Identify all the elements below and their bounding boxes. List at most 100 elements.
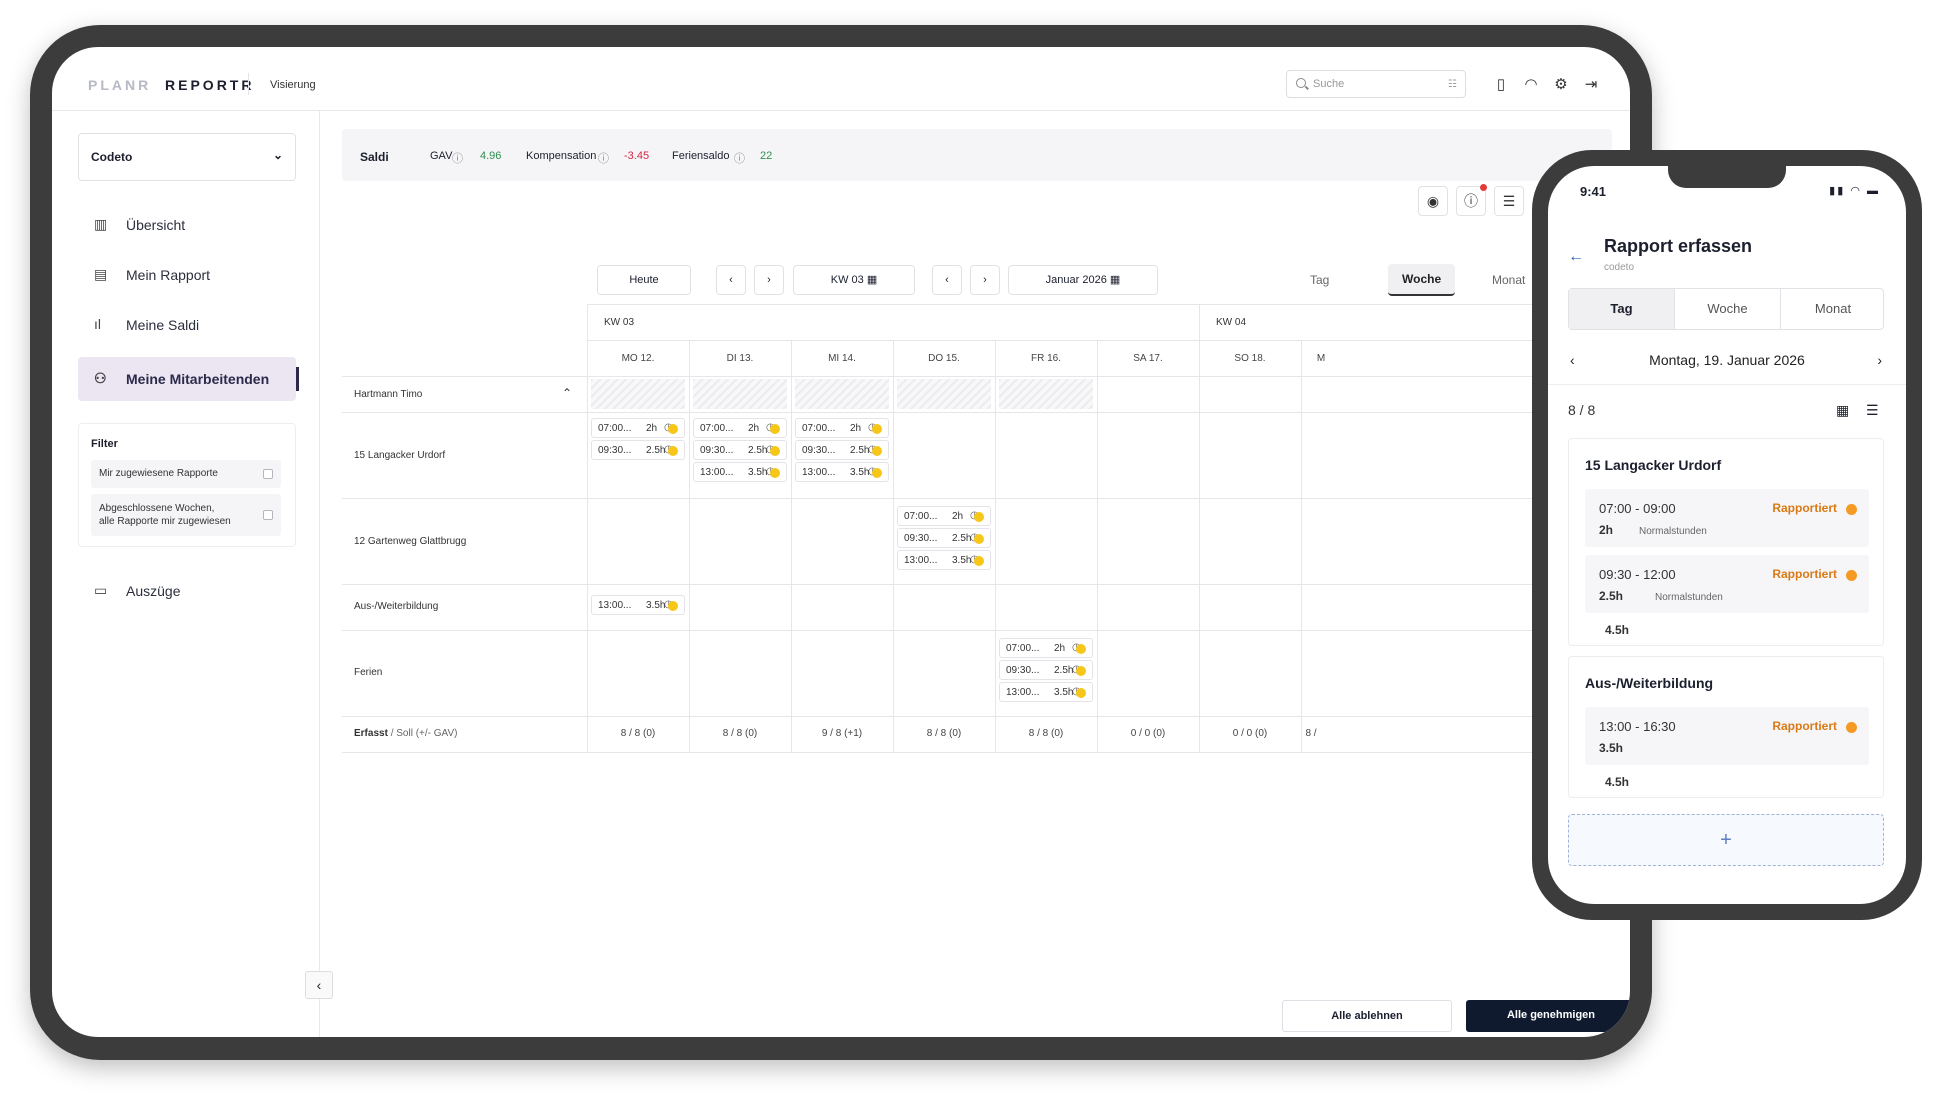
grid-border [893, 340, 894, 752]
view-tab-month[interactable]: Monat [1492, 273, 1526, 287]
phone-title: Rapport erfassen [1604, 236, 1753, 256]
entry-card[interactable]: 09:30 - 12:00 Rapportiert 2.5h Normalstu… [1585, 555, 1869, 613]
collapse-sidebar-button[interactable]: ‹ [305, 971, 333, 999]
day-header: DO 15. [928, 353, 960, 364]
compensation-value: -3.45 [624, 150, 650, 162]
info-icon[interactable]: ⓘ [734, 153, 745, 165]
entry-chip[interactable]: 09:30...2.5h◷ [693, 440, 787, 460]
sidebar: Codeto ⌄ ▥ Übersicht ▤ Mein Rapport ıl Mein… [52, 111, 320, 1037]
status-dot [1846, 570, 1857, 581]
day-header: MI 14. [828, 353, 856, 364]
status-dot [668, 424, 678, 434]
status-dot [668, 446, 678, 456]
search-placeholder: Suche [1313, 78, 1345, 90]
list-icon[interactable]: ☰ [1494, 186, 1524, 216]
search-input[interactable]: Suche ☷ [1286, 70, 1466, 98]
phone-screen: 9:41 ▮▮ ◠ ▬ ← Rapport erfassen codeto Ta… [1548, 166, 1906, 904]
entry-chip[interactable]: 09:30...2.5h◷ [897, 528, 991, 548]
grid-view-icon[interactable]: ▦ [1836, 402, 1850, 418]
status-dot [668, 601, 678, 611]
card-total: 4.5h [1605, 623, 1630, 637]
card-total: 4.5h [1605, 775, 1630, 789]
entry-chip[interactable]: 07:00...2h◷ [693, 418, 787, 438]
sidebar-item-overview[interactable]: ▥ Übersicht [94, 216, 186, 233]
gear-icon[interactable]: ⚙ [1554, 76, 1568, 93]
day-header: FR 16. [1030, 353, 1061, 364]
company-select[interactable]: Codeto ⌄ [78, 133, 296, 181]
entry-chip[interactable]: 09:30...2.5h◷ [999, 660, 1093, 680]
back-arrow-icon[interactable]: ← [1568, 248, 1584, 265]
entry-chip[interactable]: 13:00...3.5h◷ [795, 462, 889, 482]
list-view-icon[interactable]: ☰ [1866, 402, 1879, 418]
status-dot [872, 424, 882, 434]
grid-border [689, 340, 690, 752]
bell-icon[interactable]: ◠ [1524, 76, 1538, 93]
book-icon[interactable]: ▯ [1496, 76, 1506, 93]
phone-tab-week[interactable]: Woche [1675, 289, 1781, 329]
entry-chip[interactable]: 13:00...3.5h◷ [897, 550, 991, 570]
next-day-button[interactable]: › [1877, 352, 1882, 368]
phone-tab-day[interactable]: Tag [1569, 289, 1675, 329]
approve-all-button[interactable]: Alle genehmigen [1466, 1000, 1630, 1032]
grid-border [995, 340, 996, 752]
logout-icon[interactable]: ⇥ [1584, 76, 1598, 93]
status-dot [974, 512, 984, 522]
status-dot [1076, 644, 1086, 654]
entry-chip[interactable]: 07:00...2h◷ [999, 638, 1093, 658]
chevron-up-icon[interactable]: ⌃ [562, 386, 573, 400]
balances-bar: Saldi GAV ⓘ 4.96 Kompensation ⓘ -3.45 Fe… [342, 129, 1612, 181]
status-dot [872, 468, 882, 478]
alert-icon[interactable]: ⓘ [1456, 184, 1487, 216]
vacation-label: Feriensaldo [672, 150, 730, 162]
entry-card[interactable]: 13:00 - 16:30 Rapportiert 3.5h [1585, 707, 1869, 765]
balances-title: Saldi [360, 150, 389, 164]
today-button[interactable]: Heute [597, 265, 691, 295]
info-icon[interactable]: ⓘ [598, 153, 609, 165]
sidebar-item-my-employees[interactable]: ⚇ Meine Mitarbeitenden [78, 357, 299, 401]
checkbox[interactable] [263, 510, 273, 520]
entry-chip[interactable]: 13:00...3.5h◷ [693, 462, 787, 482]
bars-icon: ıl [94, 316, 101, 332]
sidebar-item-extracts[interactable]: ▭ Auszüge [94, 582, 181, 599]
sidebar-item-my-report[interactable]: ▤ Mein Rapport [94, 266, 211, 283]
hatch-cell [693, 379, 787, 409]
phone-tab-month[interactable]: Monat [1814, 301, 1852, 316]
reject-all-button[interactable]: Alle ablehnen [1282, 1000, 1452, 1032]
sidebar-item-my-balances[interactable]: ıl Meine Saldi [94, 316, 200, 333]
filter-option-closed-weeks[interactable]: Abgeschlossene Wochen, alle Rapporte mir … [91, 494, 281, 536]
next-week-button[interactable]: › [754, 265, 784, 295]
prev-week-button[interactable]: ‹ [716, 265, 746, 295]
week-label: KW 04 [1216, 317, 1247, 328]
grid-border [342, 584, 1630, 585]
card-title: Aus-/Weiterbildung [1585, 675, 1714, 691]
entry-chip[interactable]: 09:30...2.5h◷ [591, 440, 685, 460]
filter-icon[interactable]: ☷ [1448, 79, 1457, 90]
view-tab-week[interactable]: Woche [1388, 264, 1456, 296]
filter-option-assigned[interactable]: Mir zugewiesene Rapporte [91, 460, 281, 488]
info-icon[interactable]: ⓘ [452, 153, 463, 165]
app-logo[interactable]: PLANR REPORTR [88, 77, 255, 93]
eye-icon[interactable]: ◉ [1418, 186, 1448, 216]
status-dot [770, 468, 780, 478]
day-header: MO 12. [621, 353, 655, 364]
prev-month-button[interactable]: ‹ [932, 265, 962, 295]
entry-chip[interactable]: 13:00...3.5h◷ [591, 595, 685, 615]
entry-card[interactable]: 07:00 - 09:00 Rapportiert 2h Normalstund… [1585, 489, 1869, 547]
month-picker[interactable]: Januar 2026 ▦ [1008, 265, 1158, 295]
entry-chip[interactable]: 13:00...3.5h◷ [999, 682, 1093, 702]
entry-chip[interactable]: 07:00...2h◷ [795, 418, 889, 438]
add-entry-button[interactable]: + [1568, 814, 1884, 866]
next-month-button[interactable]: › [970, 265, 1000, 295]
prev-day-button[interactable]: ‹ [1570, 352, 1575, 368]
view-tab-day[interactable]: Tag [1310, 273, 1330, 287]
grid-border [342, 498, 1630, 499]
checkbox[interactable] [263, 469, 273, 479]
row-label: Ferien [354, 667, 383, 678]
week-picker[interactable]: KW 03 ▦ [793, 265, 915, 295]
status-dot [1846, 722, 1857, 733]
status-dot [1846, 504, 1857, 515]
entry-chip[interactable]: 09:30...2.5h◷ [795, 440, 889, 460]
entry-chip[interactable]: 07:00...2h◷ [897, 506, 991, 526]
hatch-cell [897, 379, 991, 409]
entry-chip[interactable]: 07:00...2h◷ [591, 418, 685, 438]
